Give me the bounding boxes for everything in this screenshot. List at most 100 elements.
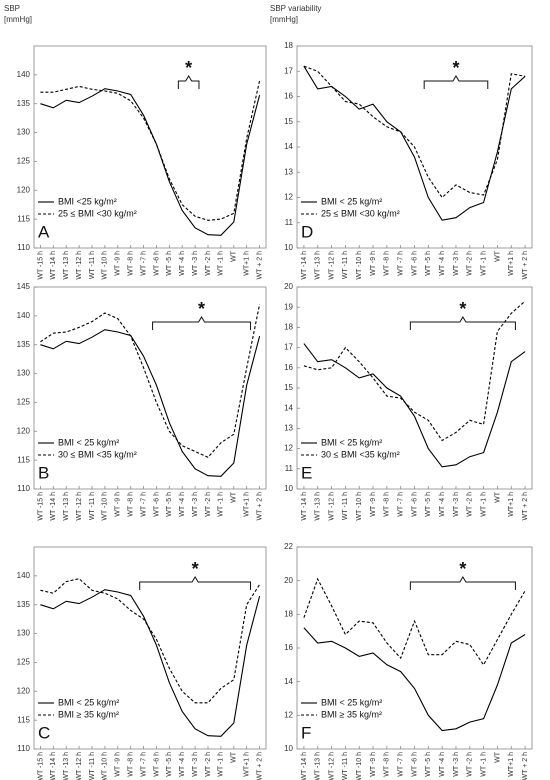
series-line <box>303 300 526 442</box>
x-tick-label: WT + 2 h <box>256 251 263 280</box>
x-tick-label: WT -14 h <box>50 492 57 521</box>
x-tick-label: WT -12 h <box>76 492 83 521</box>
x-tick-label: WT -9 h <box>370 251 377 276</box>
x-tick-label: WT -9 h <box>370 492 377 517</box>
y-tick-label: 140 <box>17 571 31 580</box>
y-tick-label: 145 <box>17 282 31 291</box>
legend-label: BMI < 25 kg/m² <box>58 437 119 447</box>
x-tick-label: WT -8 h <box>384 492 391 517</box>
x-tick-label: WT -13 h <box>315 752 322 780</box>
series-line <box>303 65 526 221</box>
y-tick-label: 12 <box>284 193 293 202</box>
x-tick-label: WT -11 h <box>89 492 96 520</box>
x-tick-label: WT + 2 h <box>522 251 529 280</box>
x-tick-label: WT -8 h <box>128 492 135 517</box>
x-tick-label: WT -2 h <box>467 251 474 276</box>
series-line <box>303 627 526 732</box>
y-tick-label: 17 <box>284 343 293 352</box>
y-tick-label: 115 <box>17 715 30 724</box>
x-tick-label: WT -15 h <box>37 752 44 780</box>
y-tick-label: 135 <box>17 600 31 609</box>
x-tick-label: WT -1 h <box>218 251 225 276</box>
x-tick-label: WT+1 h <box>508 492 515 517</box>
x-tick-label: WT -1 h <box>480 752 487 777</box>
y-tick-label: 22 <box>284 542 293 551</box>
x-tick-label: WT -3 h <box>453 492 460 517</box>
x-tick-label: WT -3 h <box>192 752 199 777</box>
x-tick-label: WT -6 h <box>153 492 160 517</box>
x-tick-label: WT -10 h <box>356 752 363 780</box>
y-tick-label: 12 <box>284 710 293 719</box>
y-tick-label: 130 <box>17 369 31 378</box>
x-tick-label: WT -6 h <box>411 492 418 517</box>
annotation: * <box>198 299 205 319</box>
x-tick-label: WT -5 h <box>166 752 173 777</box>
x-tick-label: WT -14 h <box>50 752 57 780</box>
legend-label: 30 ≤ BMI <35 kg/m² <box>321 449 400 459</box>
y-tick-label: 14 <box>284 142 293 151</box>
x-tick-label: WT -12 h <box>76 251 83 280</box>
y-tick-label: 20 <box>284 576 293 585</box>
x-tick-label: WT + 2 h <box>522 492 529 521</box>
y-tick-label: 125 <box>17 398 31 407</box>
y-tick-label: 13 <box>284 167 293 176</box>
x-tick-label: WT -13 h <box>315 492 322 521</box>
panel-label: E <box>301 463 312 482</box>
x-tick-label: WT -6 h <box>411 251 418 276</box>
y-tick-label: 130 <box>17 128 31 137</box>
x-tick-label: WT -9 h <box>115 492 122 517</box>
y-tick-label: 135 <box>17 99 31 108</box>
legend-label: 25 ≤ BMI <30 kg/m² <box>321 208 400 218</box>
x-tick-label: WT -4 h <box>439 492 446 517</box>
x-tick-label: WT <box>231 751 238 763</box>
annotation: * <box>192 559 199 579</box>
x-tick-label: WT -13 h <box>63 492 70 521</box>
x-tick-label: WT <box>231 491 238 503</box>
y-tick-label: 125 <box>17 658 31 667</box>
x-tick-label: WT -13 h <box>63 251 70 280</box>
y-tick-label: 120 <box>17 426 31 435</box>
x-tick-label: WT -4 h <box>179 251 186 276</box>
x-tick-label: WT -10 h <box>356 492 363 521</box>
x-tick-label: WT -2 h <box>467 492 474 517</box>
series-line <box>40 329 261 477</box>
x-tick-label: WT -5 h <box>166 492 173 517</box>
y-tick-label: 13 <box>284 424 293 433</box>
x-tick-label: WT -11 h <box>89 251 96 279</box>
x-tick-label: WT -9 h <box>115 251 122 276</box>
x-tick-label: WT -4 h <box>179 752 186 777</box>
y-tick-label: 20 <box>284 282 293 291</box>
x-tick-label: WT -10 h <box>356 251 363 280</box>
y-tick-label: 10 <box>284 744 293 753</box>
y-tick-label: 18 <box>284 323 293 332</box>
x-tick-label: WT -15 h <box>37 251 44 280</box>
y-tick-label: 11 <box>285 218 294 227</box>
plot-frame <box>33 45 267 249</box>
panel-label: C <box>38 723 50 742</box>
bracket <box>139 576 252 590</box>
plot-frame <box>33 546 267 750</box>
x-tick-label: WT + 2 h <box>256 492 263 521</box>
y-tick-label: 10 <box>284 243 293 252</box>
x-tick-label: WT -5 h <box>425 492 432 517</box>
y-tick-label: 14 <box>284 403 293 412</box>
series-line <box>40 578 261 704</box>
x-tick-label: WT -3 h <box>192 251 199 276</box>
y-tick-label: 140 <box>17 70 31 79</box>
bracket <box>409 316 516 330</box>
x-tick-label: WT+1 h <box>244 752 251 777</box>
x-tick-label: WT -7 h <box>398 251 405 276</box>
x-tick-label: WT -6 h <box>153 251 160 276</box>
y-tick-label: 115 <box>17 455 30 464</box>
x-tick-label: WT -2 h <box>205 251 212 276</box>
x-tick-label: WT -7 h <box>140 492 147 517</box>
x-tick-label: WT -2 h <box>467 752 474 777</box>
legend-label: BMI < 25 kg/m² <box>58 697 119 707</box>
y-tick-label: 10 <box>284 484 293 493</box>
annotation: * <box>459 299 466 319</box>
y-tick-label: 15 <box>284 383 293 392</box>
x-tick-label: WT -13 h <box>63 752 70 780</box>
legend-label: BMI < 25 kg/m² <box>321 697 382 707</box>
y-tick-label: 16 <box>284 643 293 652</box>
